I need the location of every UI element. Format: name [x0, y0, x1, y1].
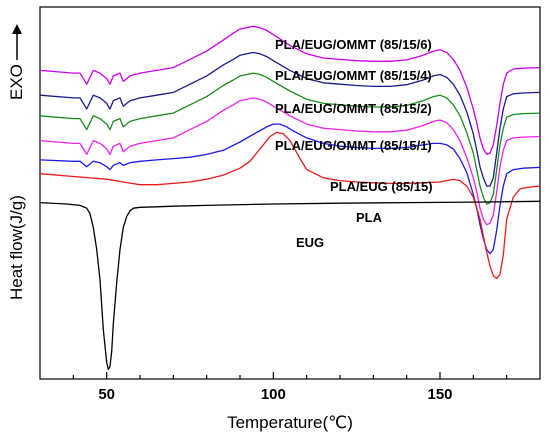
series-line-0 — [39, 25, 541, 156]
series-line-3 — [39, 97, 541, 226]
exo-label: EXO — [7, 64, 26, 100]
x-tick-label: 50 — [98, 386, 115, 403]
series-label-0: PLA/EUG/OMMT (85/15/6) — [275, 37, 432, 52]
series-curves — [39, 25, 541, 371]
series-label-1: PLA/EUG/OMMT (85/15/4) — [275, 68, 432, 83]
series-line-5 — [39, 131, 541, 280]
series-line-4 — [39, 123, 541, 255]
exo-arrow-head — [12, 24, 22, 34]
series-label-2: PLA/EUG/OMMT (85/15/2) — [275, 101, 432, 116]
series-label-3: PLA/EUG/OMMT (85/15/1) — [275, 138, 432, 153]
series-label-5: PLA — [356, 210, 383, 225]
x-axis-title: Temperature(℃) — [227, 413, 353, 432]
x-tick-label: 150 — [427, 386, 452, 403]
series-label-6: EUG — [296, 235, 324, 250]
series-line-6 — [39, 200, 541, 371]
series-line-2 — [39, 72, 541, 205]
x-tick-label: 100 — [261, 386, 286, 403]
series-label-4: PLA/EUG (85/15) — [330, 179, 433, 194]
series-labels: PLA/EUG/OMMT (85/15/6) PLA/EUG/OMMT (85/1… — [275, 37, 433, 250]
series-line-1 — [39, 51, 541, 187]
plot-area-frame — [39, 6, 541, 380]
y-axis-title: Heat flow(J/g) — [7, 195, 26, 300]
x-axis-ticks: 50 100 150 — [72, 372, 508, 403]
